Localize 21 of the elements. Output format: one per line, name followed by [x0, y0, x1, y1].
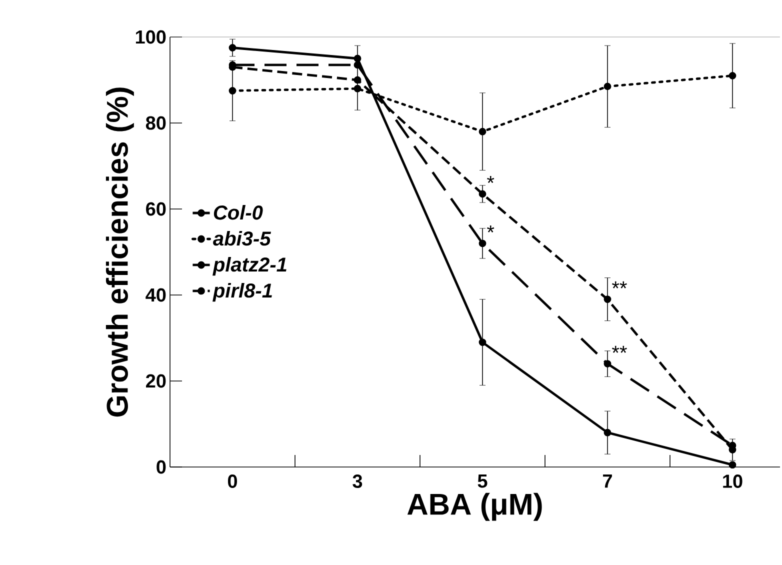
legend-label: pirl8-1	[212, 282, 272, 302]
annotation: *	[487, 176, 494, 183]
x-axis-title: ABA (μM)	[407, 492, 542, 521]
x-tick-label: 0	[228, 474, 238, 488]
x-tick-label: 10	[723, 474, 742, 488]
y-tick-label: 0	[156, 460, 166, 474]
y-tick-label: 80	[146, 116, 166, 130]
x-tick-label: 7	[603, 474, 612, 488]
y-tick-label: 40	[146, 288, 166, 302]
legend-label: Col-0	[214, 205, 263, 220]
x-tick-label: 5	[478, 474, 488, 488]
annotation: **	[612, 281, 627, 288]
y-tick-label: 60	[146, 202, 166, 216]
legend-label: abi3-5	[213, 231, 272, 246]
x-tick-label: 3	[352, 474, 362, 488]
y-axis-title: Growth efficiencies (%)	[106, 88, 134, 417]
annotation: **	[612, 346, 627, 353]
annotation: *	[487, 225, 494, 232]
legend-label: platz2-1	[212, 256, 286, 276]
y-tick-label: 100	[136, 30, 166, 44]
y-tick-label: 20	[146, 374, 166, 388]
